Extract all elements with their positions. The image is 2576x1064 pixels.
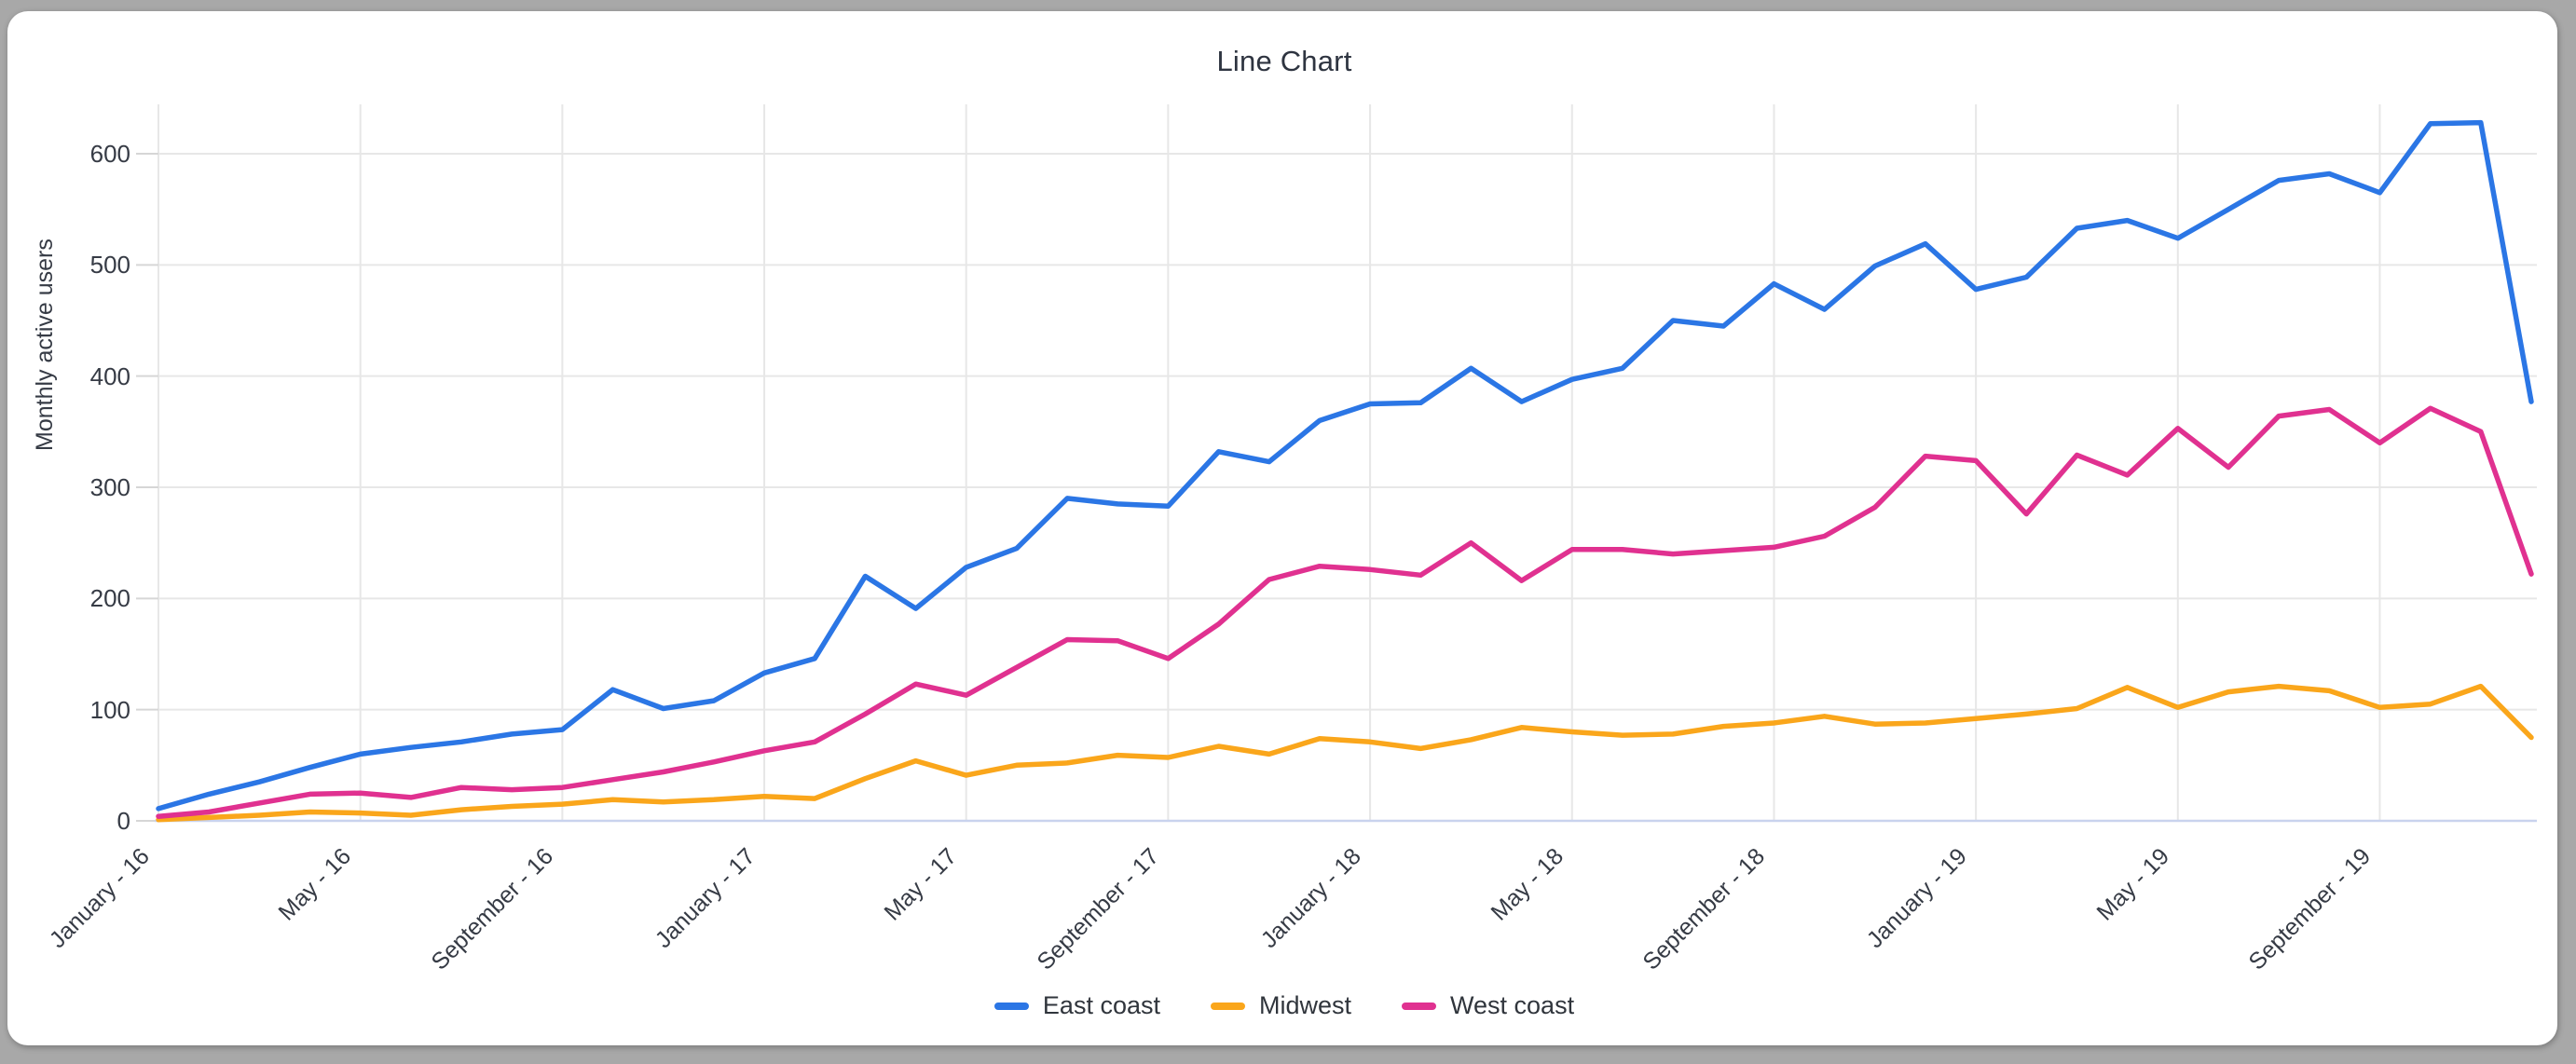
chart-title: Line Chart xyxy=(1216,45,1352,77)
y-tick-label: 400 xyxy=(89,361,130,390)
legend-label: East coast xyxy=(1042,991,1160,1019)
series-line-midwest[interactable] xyxy=(156,683,2534,823)
y-tick-label: 500 xyxy=(89,251,130,280)
legend-item-east-coast[interactable]: East coast xyxy=(993,991,1160,1020)
y-tick-label: 0 xyxy=(116,807,130,835)
legend-item-midwest[interactable]: Midwest xyxy=(1210,991,1352,1020)
legend-swatch-icon xyxy=(1210,1002,1245,1010)
legend-label: West coast xyxy=(1450,991,1575,1019)
y-tick-label: 300 xyxy=(89,473,130,501)
y-tick-label: 600 xyxy=(89,140,130,168)
y-tick-label: 200 xyxy=(89,584,130,613)
chart-card: Line Chart Monthly active users 0 100 200 3… xyxy=(7,11,2557,1045)
legend-swatch-icon xyxy=(1402,1002,1437,1010)
series-line-west-coast[interactable] xyxy=(156,405,2534,819)
legend-label: Midwest xyxy=(1258,991,1352,1019)
legend-item-west-coast[interactable]: West coast xyxy=(1402,991,1574,1020)
legend-swatch-icon xyxy=(993,1002,1029,1010)
series-line-east-coast[interactable] xyxy=(156,119,2534,812)
y-tick-label: 100 xyxy=(89,695,130,724)
chart-legend: East coast Midwest West coast xyxy=(7,991,2561,1020)
line-chart-plot xyxy=(136,104,2537,823)
